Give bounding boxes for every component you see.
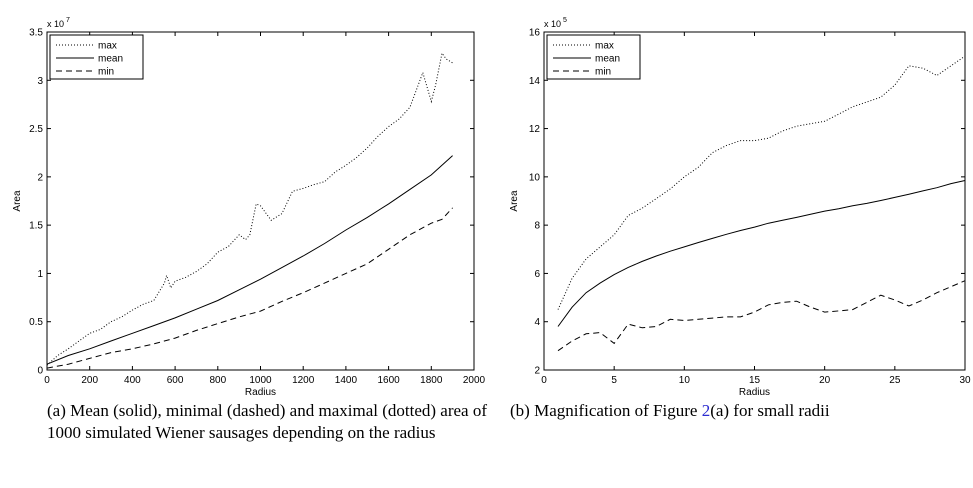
chart-a-x-tick-label: 800 [209,375,226,386]
chart-b-legend-label-mean: mean [595,54,620,65]
chart-a-y-tick-label: 0 [37,366,43,377]
chart-a-series-max [46,51,453,366]
chart-a-x-tick-label: 400 [124,375,141,386]
chart-b-x-tick-label: 20 [819,375,831,386]
chart-a: 0 200 400 600 800 1000 1200 1400 1600 1800 2000 0 0.… [12,17,486,398]
chart-a-plot-frame [46,31,475,371]
chart-a-y-tick-label: 2 [37,172,43,183]
chart-b-y-tick-label: 14 [529,76,541,87]
chart-a-x-tick-label: 200 [81,375,98,386]
chart-a-legend-label-max: max [98,41,117,52]
chart-a-legend [49,34,144,80]
figure-b: 0 5 10 15 20 25 30 2 4 6 8 10 12 14 16 x 10 5 Radius Area m… [490,0,973,400]
chart-a-x-tick-label: 1000 [249,375,272,386]
chart-b-y-tick-label: 16 [529,28,541,39]
chart-b-series-max [557,55,966,310]
chart-b-y-tick-label: 10 [529,172,541,183]
chart-a-x-tick-label: 2000 [463,375,486,386]
caption-a-text: (a) Mean (solid), minimal (dashed) and m… [47,401,487,442]
chart-a-x-tick-label: 1800 [420,375,443,386]
chart-b-x-tick-label: 0 [541,375,547,386]
chart-a-series-mean [46,155,453,365]
chart-b-legend-label-max: max [595,41,614,52]
caption-b-prefix: (b) Magnification of Figure [510,401,702,420]
chart-b-y-tick-label: 8 [534,221,540,232]
chart-b-exponent-label: x 10 [544,19,561,29]
caption-b-suffix: (a) for small radii [710,401,830,420]
chart-b-y-axis-label: Area [509,190,520,212]
chart-b-legend [546,34,641,80]
chart-b-x-tick-label: 30 [959,375,971,386]
chart-b-y-tick-label: 6 [534,269,540,280]
chart-b-x-tick-label: 15 [749,375,761,386]
chart-a-y-tick-label: 1.5 [29,221,43,232]
chart-a-exponent-label: x 10 [47,19,64,29]
chart-a-y-tick-label: 3 [37,76,43,87]
chart-b-y-tick-label: 12 [529,124,541,135]
chart-b-series-min [557,280,966,352]
chart-b-x-tick-label: 5 [611,375,617,386]
chart-a-legend-label-mean: mean [98,54,123,65]
chart-b-y-tick-label: 2 [534,366,540,377]
chart-a-x-tick-label: 600 [167,375,184,386]
chart-a-x-tick-label: 1400 [335,375,358,386]
chart-b-x-axis-label: Radius [739,387,770,395]
chart-b-exponent-power: 5 [563,17,567,24]
caption-a: (a) Mean (solid), minimal (dashed) and m… [47,400,487,444]
figure-reference-link[interactable]: 2 [701,401,711,420]
chart-a-y-tick-label: 2.5 [29,124,43,135]
chart-a-x-tick-label: 1600 [377,375,400,386]
chart-b-x-tick-label: 10 [679,375,691,386]
chart-a-x-tick-label: 1200 [292,375,315,386]
chart-a-legend-label-min: min [98,67,114,78]
chart-b-legend-label-min: min [595,67,611,78]
chart-a-y-tick-label: 0.5 [29,317,43,328]
chart-a-x-tick-label: 0 [44,375,50,386]
chart-a-exponent-power: 7 [66,17,70,24]
chart-b-series-mean [557,180,966,327]
chart-a-y-tick-label: 1 [37,269,43,280]
chart-b-y-tick-label: 4 [534,317,540,328]
chart-a-y-axis-label: Area [12,190,23,212]
caption-b: (b) Magnification of Figure 2(a) for sma… [510,400,970,422]
chart-a-series-min [46,207,453,369]
chart-a-y-tick-label: 3.5 [29,28,43,39]
chart-b-plot-frame [543,31,966,371]
figure-a: 0 200 400 600 800 1000 1200 1400 1600 1800 2000 0 0.… [0,0,486,400]
chart-a-x-axis-label: Radius [245,387,276,395]
chart-b-x-tick-label: 25 [889,375,901,386]
